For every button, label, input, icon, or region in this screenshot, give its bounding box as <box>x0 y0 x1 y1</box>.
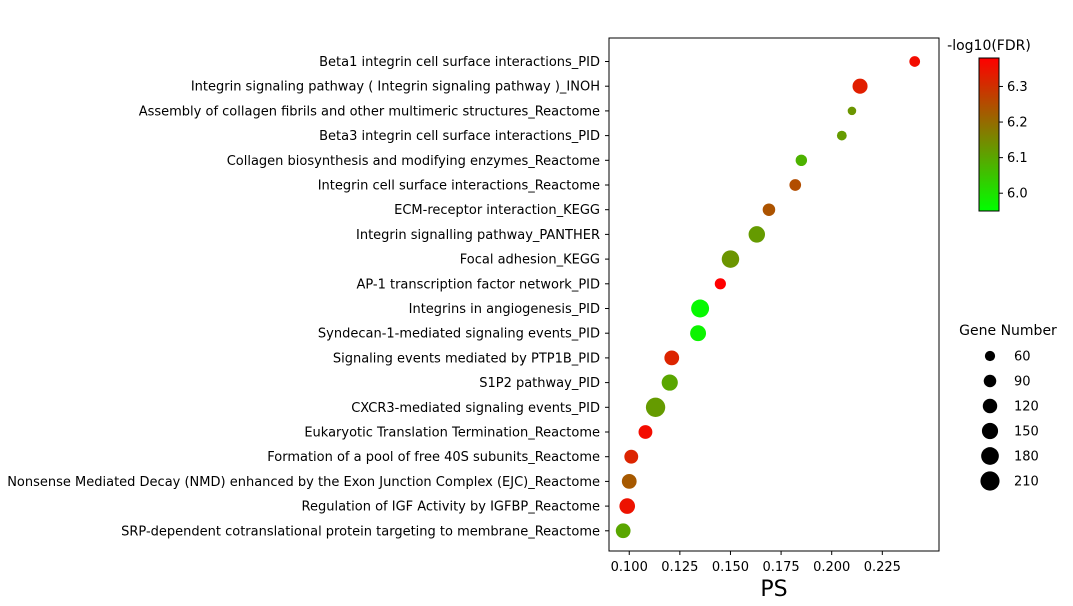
colorbar-tick-label: 6.1 <box>1007 151 1028 166</box>
data-point <box>645 397 666 417</box>
y-tick-label: SRP-dependent cotranslational protein ta… <box>121 524 600 539</box>
size-legend-marker <box>983 374 997 388</box>
y-tick-label: Focal adhesion_KEGG <box>460 253 600 268</box>
data-point <box>638 425 653 439</box>
colorbar-tick-label: 6.3 <box>1007 80 1028 95</box>
colorbar-tick-label: 6.2 <box>1007 116 1028 131</box>
size-legend-marker <box>984 350 996 362</box>
y-tick-label: Formation of a pool of free 40S subunits… <box>267 450 600 465</box>
x-tick-label: 0.125 <box>661 560 698 575</box>
x-axis-label: PS <box>760 577 787 602</box>
y-tick-label: ECM-receptor interaction_KEGG <box>394 203 600 218</box>
x-tick-label: 0.175 <box>762 560 799 575</box>
size-legend-label: 150 <box>1014 425 1039 440</box>
y-tick-label: Integrin cell surface interactions_React… <box>318 179 600 194</box>
colorbar: -log10(FDR) 6.0 6.1 6.2 6.3 <box>947 38 1031 212</box>
size-legend-label: 180 <box>1014 450 1039 465</box>
data-point <box>762 203 776 216</box>
y-tick-label: Beta3 integrin cell surface interactions… <box>319 129 600 144</box>
y-tick-label: Assembly of collagen fibrils and other m… <box>139 104 600 119</box>
data-point <box>690 325 707 342</box>
y-tick-label: Integrin signalling pathway_PANTHER <box>356 228 600 243</box>
y-tick-label: Regulation of IGF Activity by IGFBP_Reac… <box>302 500 600 515</box>
y-tick-label: Syndecan-1-mediated signaling events_PID <box>318 327 600 342</box>
data-point <box>836 130 847 141</box>
data-point <box>615 523 631 539</box>
size-legend-title: Gene Number <box>959 323 1057 339</box>
data-points <box>615 56 921 539</box>
x-tick-label: 0.150 <box>712 560 749 575</box>
data-point <box>621 474 637 489</box>
data-point <box>714 278 726 290</box>
y-tick-label: Integrins in angiogenesis_PID <box>409 302 600 317</box>
size-legend: Gene Number 60 90 120 150 180 210 <box>959 323 1057 491</box>
data-point <box>789 179 802 191</box>
y-tick-label: Beta1 integrin cell surface interactions… <box>319 55 600 70</box>
y-tick-label: Eukaryotic Translation Termination_React… <box>304 426 600 441</box>
size-legend-label: 210 <box>1014 475 1039 490</box>
size-legend-label: 60 <box>1014 350 1031 365</box>
y-tick-label: Signaling events mediated by PTP1B_PID <box>333 351 600 366</box>
size-legend-marker <box>981 447 999 465</box>
colorbar-title: -log10(FDR) <box>947 38 1031 54</box>
y-tick-label: Nonsense Mediated Decay (NMD) enhanced b… <box>7 475 600 490</box>
colorbar-gradient <box>978 57 1000 212</box>
size-legend-label: 120 <box>1014 400 1039 415</box>
plot-area <box>608 37 940 552</box>
size-legend-marker <box>980 471 1000 491</box>
data-point <box>909 56 921 67</box>
x-tick-label: 0.225 <box>864 560 901 575</box>
data-point <box>691 299 710 318</box>
data-point <box>847 106 857 116</box>
y-axis-ticks <box>605 61 609 532</box>
size-legend-marker <box>982 398 998 414</box>
data-point <box>852 78 868 94</box>
y-axis-labels: Beta1 integrin cell surface interactions… <box>7 55 600 539</box>
y-tick-label: AP-1 transcription factor network_PID <box>356 277 600 292</box>
x-axis: 0.100 0.125 0.150 0.175 0.200 0.225 <box>611 551 901 575</box>
data-point <box>661 374 678 391</box>
data-point <box>624 449 639 464</box>
x-tick-label: 0.200 <box>813 560 850 575</box>
colorbar-tick-label: 6.0 <box>1007 187 1028 202</box>
data-point <box>795 154 808 167</box>
y-tick-label: S1P2 pathway_PID <box>479 376 600 391</box>
y-tick-label: CXCR3-mediated signaling events_PID <box>351 401 600 416</box>
data-point <box>664 350 680 366</box>
data-point <box>721 250 740 268</box>
size-legend-marker <box>981 422 999 440</box>
data-point <box>748 226 766 243</box>
size-legend-label: 90 <box>1014 375 1031 390</box>
y-tick-label: Collagen biosynthesis and modifying enzy… <box>227 154 600 169</box>
x-tick-label: 0.100 <box>611 560 648 575</box>
y-tick-label: Integrin signaling pathway ( Integrin si… <box>191 80 600 95</box>
data-point <box>619 498 636 514</box>
